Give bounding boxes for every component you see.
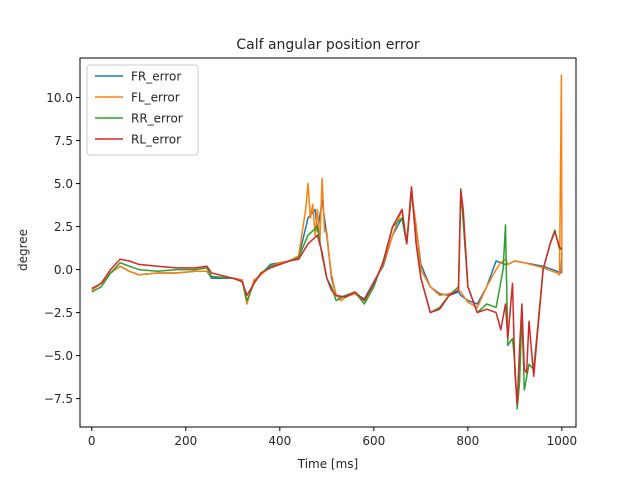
legend-entry-label: FR_error [131, 70, 181, 84]
x-tick-label: 400 [268, 434, 291, 448]
y-tick-label: −2.5 [44, 306, 73, 320]
series-layer [91, 74, 563, 410]
x-tick-label: 800 [456, 434, 479, 448]
legend-entry-label: FL_error [131, 91, 180, 105]
series-line-rl-error [91, 186, 563, 405]
ticks-layer: 0 200 400 600 800 1000 −7.5 −5.0 −2.5 0.0 2.5 5.0 7.… [44, 91, 577, 448]
x-tick-label: 600 [362, 434, 385, 448]
y-tick-label: 7.5 [54, 134, 73, 148]
legend-entry-label: RL_error [131, 133, 181, 147]
y-tick-label: 10.0 [46, 91, 73, 105]
x-axis-label: Time [ms] [297, 457, 359, 471]
y-tick-label: 0.0 [54, 263, 73, 277]
y-tick-label: 2.5 [54, 220, 73, 234]
legend: FR_error FL_error RR_error RL_error [86, 64, 199, 156]
x-tick-label: 0 [88, 434, 96, 448]
y-tick-label: −7.5 [44, 392, 73, 406]
axes-layer [79, 57, 577, 428]
x-tick-label: 200 [174, 434, 197, 448]
legend-entry-label: RR_error [131, 112, 183, 126]
y-tick-label: −5.0 [44, 349, 73, 363]
chart-title: Calf angular position error [236, 37, 420, 53]
y-axis-label: degree [16, 229, 30, 271]
x-tick-label: 1000 [547, 434, 578, 448]
legend-box [86, 64, 199, 156]
plot-frame [79, 57, 577, 428]
y-tick-label: 5.0 [54, 177, 73, 191]
